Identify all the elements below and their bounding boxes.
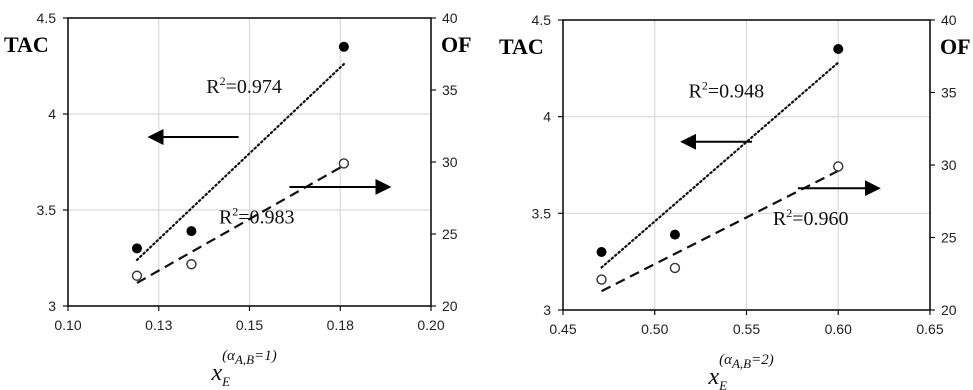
right-tick-label: 20 bbox=[442, 298, 458, 314]
left-tick-label: 3.5 bbox=[532, 205, 552, 221]
dotted-trendline bbox=[600, 61, 840, 269]
right-tick-label: 40 bbox=[442, 10, 458, 26]
chart-panel-1: 0.10 0.13 0.15 0.18 0.20 3 3.5 4 4.5 20 25 30 35 40 TA… bbox=[4, 10, 472, 389]
r-squared-value: =0.960 bbox=[792, 208, 848, 230]
tac-data-point bbox=[596, 247, 607, 257]
x-axis-label-sup-tail: =2) bbox=[751, 352, 774, 368]
r-squared-sup: 2 bbox=[702, 78, 708, 92]
x-axis-label: xE (αA,B=1) bbox=[211, 348, 277, 389]
x-axis-label-sup-greek: α bbox=[227, 348, 236, 364]
left-tick-label: 3 bbox=[543, 302, 551, 318]
x-axis-label-base: x bbox=[708, 364, 720, 390]
tac-data-point bbox=[338, 41, 349, 52]
r-squared-prefix: R bbox=[206, 76, 220, 98]
x-axis-label-sup-greek: α bbox=[724, 352, 733, 368]
r-squared-value: =0.983 bbox=[238, 206, 294, 228]
tac-data-point bbox=[186, 226, 197, 237]
right-tick-label: 40 bbox=[941, 12, 957, 28]
chart-panel-2: 0.45 0.50 0.55 0.60 0.65 3 3.5 4 4.5 20 25 30 35 40 TA… bbox=[499, 12, 971, 390]
tac-data-point bbox=[669, 229, 680, 240]
x-axis-label-sub: E bbox=[718, 378, 727, 390]
x-tick-label: 0.60 bbox=[825, 321, 852, 337]
left-tick-label: 4.5 bbox=[37, 10, 57, 26]
left-tick-label: 4 bbox=[48, 106, 56, 122]
dashed-trendline bbox=[136, 162, 349, 284]
x-axis-label-sup-open: ( bbox=[222, 348, 228, 364]
right-tick-label: 35 bbox=[941, 85, 957, 101]
right-axis-title: OF bbox=[940, 34, 971, 59]
left-axis-title: TAC bbox=[499, 34, 544, 59]
x-axis-label-sup-open: ( bbox=[719, 352, 725, 368]
r-squared-prefix: R bbox=[689, 80, 703, 102]
x-tick-label: 0.55 bbox=[733, 321, 760, 337]
r-squared-sup: 2 bbox=[232, 204, 238, 218]
dashed-trendline bbox=[601, 169, 839, 293]
left-tick-label: 3 bbox=[48, 298, 56, 314]
right-tick-label: 25 bbox=[442, 226, 458, 242]
r-squared-annotation: R2=0.983 bbox=[219, 204, 295, 228]
right-tick-label: 35 bbox=[442, 82, 458, 98]
right-tick-label: 25 bbox=[941, 230, 957, 246]
r-squared-annotation: R2=0.974 bbox=[206, 74, 282, 98]
left-tick-label: 4.5 bbox=[532, 12, 552, 28]
x-axis-label-sup-tail: =1) bbox=[254, 348, 277, 364]
right-axis-title: OF bbox=[441, 32, 472, 57]
of-data-point bbox=[338, 158, 350, 169]
tac-data-point bbox=[131, 243, 142, 254]
r-squared-sup: 2 bbox=[220, 74, 226, 88]
x-axis-label: xE (αA,B=2) bbox=[708, 352, 774, 390]
x-tick-label: 0.50 bbox=[641, 321, 668, 337]
r-squared-value: =0.948 bbox=[708, 80, 764, 102]
of-data-point bbox=[833, 161, 844, 172]
x-tick-label: 0.18 bbox=[327, 317, 354, 333]
x-tick-label: 0.13 bbox=[145, 317, 172, 333]
r-squared-sup: 2 bbox=[786, 206, 792, 220]
x-axis-label-base: x bbox=[211, 360, 223, 386]
left-tick-label: 4 bbox=[543, 109, 551, 125]
x-tick-label: 0.20 bbox=[417, 317, 444, 333]
of-data-point bbox=[186, 259, 197, 270]
tac-data-point bbox=[833, 44, 844, 54]
x-tick-label: 0.65 bbox=[916, 321, 943, 337]
r-squared-annotation: R2=0.960 bbox=[773, 206, 849, 230]
right-tick-label: 20 bbox=[941, 302, 957, 318]
left-axis-title: TAC bbox=[4, 32, 49, 57]
r-squared-prefix: R bbox=[773, 208, 787, 230]
r-squared-prefix: R bbox=[219, 206, 233, 228]
of-data-point bbox=[596, 274, 607, 285]
of-data-point bbox=[131, 270, 143, 281]
dotted-trendline bbox=[135, 62, 345, 262]
r-squared-annotation: R2=0.948 bbox=[689, 78, 765, 102]
r-squared-value: =0.974 bbox=[226, 76, 282, 98]
x-axis-label-sup-greek-sub: A,B bbox=[234, 352, 254, 367]
of-data-point bbox=[669, 262, 681, 274]
x-axis-label-sub: E bbox=[221, 374, 230, 389]
x-tick-label: 0.10 bbox=[54, 317, 81, 333]
left-tick-label: 3.5 bbox=[37, 202, 57, 218]
x-tick-label: 0.15 bbox=[236, 317, 263, 333]
x-axis-label-sup-greek-sub: A,B bbox=[731, 356, 751, 371]
x-tick-label: 0.45 bbox=[549, 321, 576, 337]
right-tick-label: 30 bbox=[442, 154, 458, 170]
right-tick-label: 30 bbox=[941, 157, 957, 173]
